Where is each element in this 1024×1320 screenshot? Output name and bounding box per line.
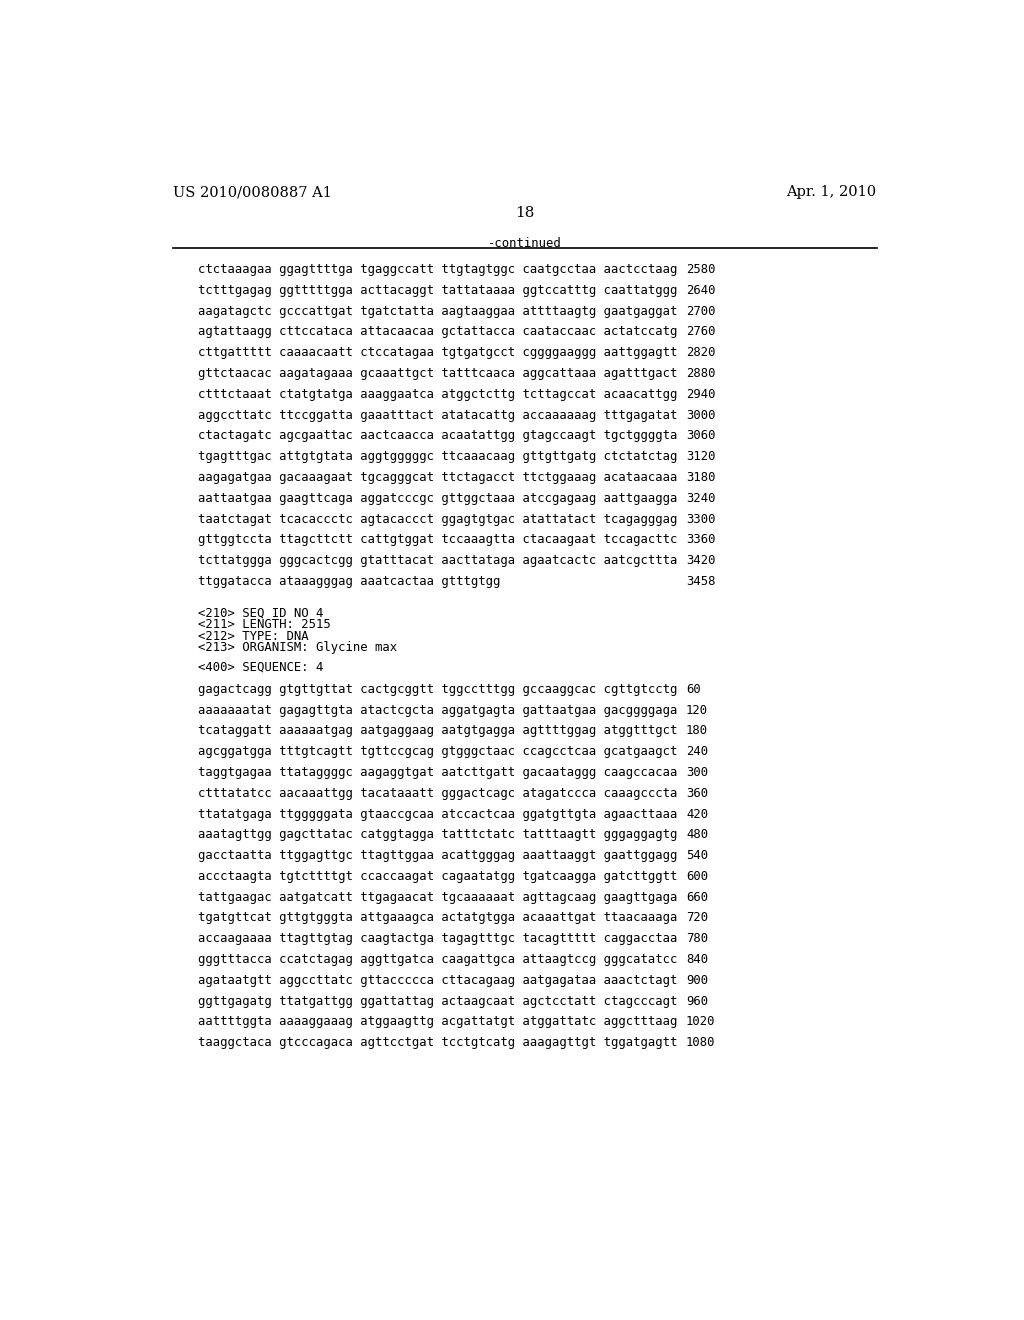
Text: aagagatgaa gacaaagaat tgcagggcat ttctagacct ttctggaaag acataacaaa: aagagatgaa gacaaagaat tgcagggcat ttctaga… bbox=[198, 471, 677, 484]
Text: tattgaagac aatgatcatt ttgagaacat tgcaaaaaat agttagcaag gaagttgaga: tattgaagac aatgatcatt ttgagaacat tgcaaaa… bbox=[198, 891, 677, 904]
Text: agcggatgga tttgtcagtt tgttccgcag gtgggctaac ccagcctcaa gcatgaagct: agcggatgga tttgtcagtt tgttccgcag gtgggct… bbox=[198, 744, 677, 758]
Text: 3360: 3360 bbox=[686, 533, 716, 546]
Text: 540: 540 bbox=[686, 849, 709, 862]
Text: 2940: 2940 bbox=[686, 388, 716, 401]
Text: 2880: 2880 bbox=[686, 367, 716, 380]
Text: Apr. 1, 2010: Apr. 1, 2010 bbox=[786, 185, 877, 199]
Text: 780: 780 bbox=[686, 932, 709, 945]
Text: aggccttatc ttccggatta gaaatttact atatacattg accaaaaaag tttgagatat: aggccttatc ttccggatta gaaatttact atataca… bbox=[198, 409, 677, 421]
Text: 420: 420 bbox=[686, 808, 709, 821]
Text: cttgattttt caaaacaatt ctccatagaa tgtgatgcct cggggaaggg aattggagtt: cttgattttt caaaacaatt ctccatagaa tgtgatg… bbox=[198, 346, 677, 359]
Text: 3060: 3060 bbox=[686, 429, 716, 442]
Text: 180: 180 bbox=[686, 725, 709, 738]
Text: agataatgtt aggccttatc gttaccccca cttacagaag aatgagataa aaactctagt: agataatgtt aggccttatc gttaccccca cttacag… bbox=[198, 974, 677, 987]
Text: 600: 600 bbox=[686, 870, 709, 883]
Text: 360: 360 bbox=[686, 787, 709, 800]
Text: 1080: 1080 bbox=[686, 1036, 716, 1049]
Text: tgatgttcat gttgtgggta attgaaagca actatgtgga acaaattgat ttaacaaaga: tgatgttcat gttgtgggta attgaaagca actatgt… bbox=[198, 911, 677, 924]
Text: 60: 60 bbox=[686, 682, 700, 696]
Text: gttctaacac aagatagaaa gcaaattgct tatttcaaca aggcattaaa agatttgact: gttctaacac aagatagaaa gcaaattgct tatttca… bbox=[198, 367, 677, 380]
Text: accctaagta tgtcttttgt ccaccaagat cagaatatgg tgatcaagga gatcttggtt: accctaagta tgtcttttgt ccaccaagat cagaata… bbox=[198, 870, 677, 883]
Text: -continued: -continued bbox=[487, 238, 562, 249]
Text: <212> TYPE: DNA: <212> TYPE: DNA bbox=[198, 630, 308, 643]
Text: 2700: 2700 bbox=[686, 305, 716, 318]
Text: gacctaatta ttggagttgc ttagttggaa acattgggag aaattaaggt gaattggagg: gacctaatta ttggagttgc ttagttggaa acattgg… bbox=[198, 849, 677, 862]
Text: accaagaaaa ttagttgtag caagtactga tagagtttgc tacagttttt caggacctaa: accaagaaaa ttagttgtag caagtactga tagagtt… bbox=[198, 932, 677, 945]
Text: aaatagttgg gagcttatac catggtagga tatttctatc tatttaagtt gggaggagtg: aaatagttgg gagcttatac catggtagga tatttct… bbox=[198, 829, 677, 841]
Text: gagactcagg gtgttgttat cactgcggtt tggcctttgg gccaaggcac cgttgtcctg: gagactcagg gtgttgttat cactgcggtt tggcctt… bbox=[198, 682, 677, 696]
Text: taaggctaca gtcccagaca agttcctgat tcctgtcatg aaagagttgt tggatgagtt: taaggctaca gtcccagaca agttcctgat tcctgtc… bbox=[198, 1036, 677, 1049]
Text: tcttatggga gggcactcgg gtatttacat aacttataga agaatcactc aatcgcttta: tcttatggga gggcactcgg gtatttacat aacttat… bbox=[198, 554, 677, 568]
Text: ctactagatc agcgaattac aactcaacca acaatattgg gtagccaagt tgctggggta: ctactagatc agcgaattac aactcaacca acaatat… bbox=[198, 429, 677, 442]
Text: US 2010/0080887 A1: US 2010/0080887 A1 bbox=[173, 185, 332, 199]
Text: 3240: 3240 bbox=[686, 492, 716, 504]
Text: ctttatatcc aacaaattgg tacataaatt gggactcagc atagatccca caaagcccta: ctttatatcc aacaaattgg tacataaatt gggactc… bbox=[198, 787, 677, 800]
Text: tgagtttgac attgtgtata aggtgggggc ttcaaacaag gttgttgatg ctctatctag: tgagtttgac attgtgtata aggtgggggc ttcaaac… bbox=[198, 450, 677, 463]
Text: <210> SEQ ID NO 4: <210> SEQ ID NO 4 bbox=[198, 607, 324, 619]
Text: ttggatacca ataaagggag aaatcactaa gtttgtgg: ttggatacca ataaagggag aaatcactaa gtttgtg… bbox=[198, 576, 500, 587]
Text: gggtttacca ccatctagag aggttgatca caagattgca attaagtccg gggcatatcc: gggtttacca ccatctagag aggttgatca caagatt… bbox=[198, 953, 677, 966]
Text: aaaaaaatat gagagttgta atactcgcta aggatgagta gattaatgaa gacggggaga: aaaaaaatat gagagttgta atactcgcta aggatga… bbox=[198, 704, 677, 717]
Text: ctttctaaat ctatgtatga aaaggaatca atggctcttg tcttagccat acaacattgg: ctttctaaat ctatgtatga aaaggaatca atggctc… bbox=[198, 388, 677, 401]
Text: aagatagctc gcccattgat tgatctatta aagtaaggaa attttaagtg gaatgaggat: aagatagctc gcccattgat tgatctatta aagtaag… bbox=[198, 305, 677, 318]
Text: tcataggatt aaaaaatgag aatgaggaag aatgtgagga agttttggag atggtttgct: tcataggatt aaaaaatgag aatgaggaag aatgtga… bbox=[198, 725, 677, 738]
Text: 1020: 1020 bbox=[686, 1015, 716, 1028]
Text: 720: 720 bbox=[686, 911, 709, 924]
Text: 2640: 2640 bbox=[686, 284, 716, 297]
Text: 900: 900 bbox=[686, 974, 709, 987]
Text: aattttggta aaaaggaaag atggaagttg acgattatgt atggattatc aggctttaag: aattttggta aaaaggaaag atggaagttg acgatta… bbox=[198, 1015, 677, 1028]
Text: 300: 300 bbox=[686, 766, 709, 779]
Text: ctctaaagaa ggagttttga tgaggccatt ttgtagtggc caatgcctaa aactcctaag: ctctaaagaa ggagttttga tgaggccatt ttgtagt… bbox=[198, 263, 677, 276]
Text: 660: 660 bbox=[686, 891, 709, 904]
Text: 2580: 2580 bbox=[686, 263, 716, 276]
Text: 120: 120 bbox=[686, 704, 709, 717]
Text: ttatatgaga ttgggggata gtaaccgcaa atccactcaa ggatgttgta agaacttaaa: ttatatgaga ttgggggata gtaaccgcaa atccact… bbox=[198, 808, 677, 821]
Text: 3420: 3420 bbox=[686, 554, 716, 568]
Text: <400> SEQUENCE: 4: <400> SEQUENCE: 4 bbox=[198, 660, 324, 673]
Text: 3000: 3000 bbox=[686, 409, 716, 421]
Text: ggttgagatg ttatgattgg ggattattag actaagcaat agctcctatt ctagcccagt: ggttgagatg ttatgattgg ggattattag actaagc… bbox=[198, 995, 677, 1007]
Text: 2760: 2760 bbox=[686, 326, 716, 338]
Text: 840: 840 bbox=[686, 953, 709, 966]
Text: 2820: 2820 bbox=[686, 346, 716, 359]
Text: <211> LENGTH: 2515: <211> LENGTH: 2515 bbox=[198, 618, 331, 631]
Text: 960: 960 bbox=[686, 995, 709, 1007]
Text: aattaatgaa gaagttcaga aggatcccgc gttggctaaa atccgagaag aattgaagga: aattaatgaa gaagttcaga aggatcccgc gttggct… bbox=[198, 492, 677, 504]
Text: 18: 18 bbox=[515, 206, 535, 220]
Text: taggtgagaa ttataggggc aagaggtgat aatcttgatt gacaataggg caagccacaa: taggtgagaa ttataggggc aagaggtgat aatcttg… bbox=[198, 766, 677, 779]
Text: <213> ORGANISM: Glycine max: <213> ORGANISM: Glycine max bbox=[198, 642, 397, 655]
Text: 3458: 3458 bbox=[686, 576, 716, 587]
Text: gttggtccta ttagcttctt cattgtggat tccaaagtta ctacaagaat tccagacttc: gttggtccta ttagcttctt cattgtggat tccaaag… bbox=[198, 533, 677, 546]
Text: 240: 240 bbox=[686, 744, 709, 758]
Text: taatctagat tcacaccctc agtacaccct ggagtgtgac atattatact tcagagggag: taatctagat tcacaccctc agtacaccct ggagtgt… bbox=[198, 512, 677, 525]
Text: 480: 480 bbox=[686, 829, 709, 841]
Text: 3180: 3180 bbox=[686, 471, 716, 484]
Text: agtattaagg cttccataca attacaacaa gctattacca caataccaac actatccatg: agtattaagg cttccataca attacaacaa gctatta… bbox=[198, 326, 677, 338]
Text: tctttgagag ggtttttgga acttacaggt tattataaaa ggtccatttg caattatggg: tctttgagag ggtttttgga acttacaggt tattata… bbox=[198, 284, 677, 297]
Text: 3300: 3300 bbox=[686, 512, 716, 525]
Text: 3120: 3120 bbox=[686, 450, 716, 463]
